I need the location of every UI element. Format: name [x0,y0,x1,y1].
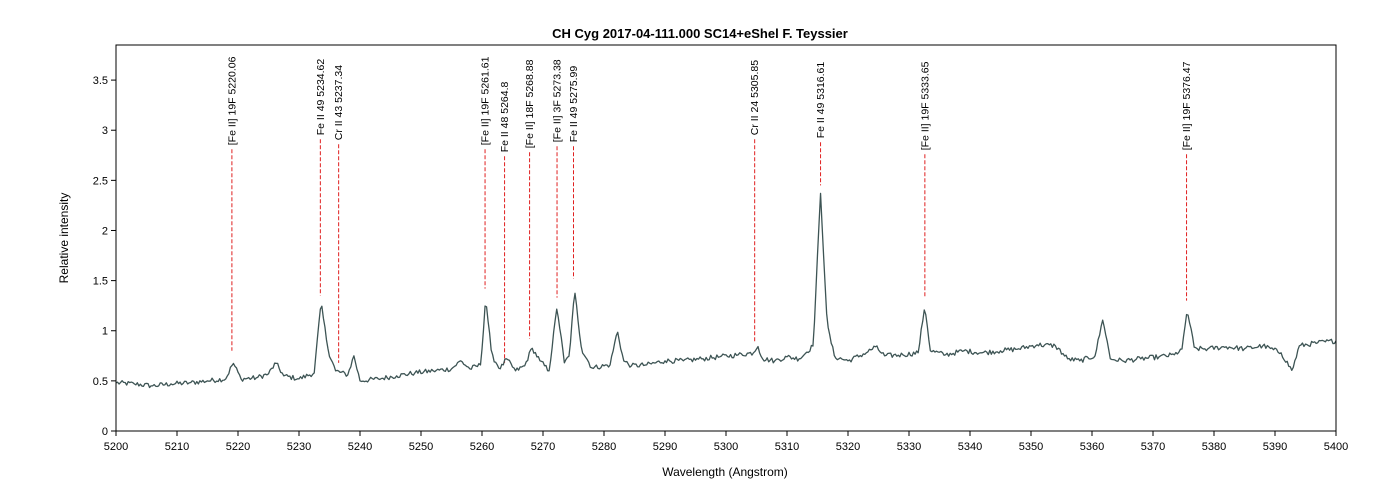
x-tick-label: 5280 [592,441,616,453]
y-tick-label: 0 [102,426,108,438]
x-tick-label: 5240 [348,441,372,453]
x-tick-label: 5340 [958,441,982,453]
y-tick-label: 3.5 [93,75,108,87]
x-tick-label: 5210 [165,441,189,453]
x-tick-label: 5370 [1141,441,1165,453]
x-tick-label: 5380 [1202,441,1226,453]
y-tick-label: 3 [102,125,108,137]
line-marker-label: [Fe II] 19F 5261.61 [480,56,492,145]
line-marker-label: [Fe II] 3F 5273.38 [552,59,564,142]
x-tick-label: 5400 [1324,441,1348,453]
x-tick-label: 5250 [409,441,433,453]
y-tick-label: 2.5 [93,175,108,187]
line-marker-label: [Fe II] 19F 5376.47 [1181,61,1193,150]
line-marker-label: Fe II 49 5316.61 [815,62,827,139]
y-axis-label: Relative intensity [57,193,71,284]
x-axis: 5200 5210 5220 5230 5240 5250 5260 5270 5280 5290… [104,431,1348,453]
y-tick-label: 0.5 [93,376,108,388]
x-tick-label: 5320 [836,441,860,453]
line-marker-label: Fe II 49 5234.62 [315,59,327,136]
y-tick-label: 2 [102,225,108,237]
spectrum-line [115,192,1337,389]
x-tick-label: 5330 [897,441,921,453]
y-tick-label: 1.5 [93,276,108,288]
line-markers: [Fe II] 19F 5220.06 Fe II 49 5234.62 Cr II… [226,56,1193,363]
line-marker-label: [Fe II] 19F 5220.06 [226,56,238,145]
x-tick-label: 5360 [1080,441,1104,453]
line-marker-label: Cr II 43 5237.34 [333,65,345,140]
line-marker-label: Fe II 49 5275.99 [568,66,580,143]
line-marker-label: [Fe II] 18F 5268.88 [524,59,536,148]
plot-frame [115,44,1337,432]
y-tick-label: 1 [102,326,108,338]
x-tick-label: 5220 [226,441,250,453]
x-tick-label: 5270 [531,441,555,453]
x-tick-label: 5350 [1019,441,1043,453]
line-marker-label: Fe II 48 5264.8 [499,81,511,152]
x-tick-label: 5310 [775,441,799,453]
x-tick-label: 5230 [287,441,311,453]
line-marker-label: [Fe II] 19F 5333.65 [919,61,931,150]
spectrum-series [115,192,1337,389]
x-tick-label: 5290 [653,441,677,453]
x-tick-label: 5300 [714,441,738,453]
line-marker-label: Cr II 24 5305.85 [749,60,761,135]
x-tick-label: 5390 [1263,441,1287,453]
chart-title: CH Cyg 2017-04-111.000 SC14+eShel F. Tey… [552,26,848,41]
x-axis-label: Wavelength (Angstrom) [662,465,788,479]
x-tick-label: 5200 [104,441,128,453]
x-tick-label: 5260 [470,441,494,453]
y-axis: 0 0.5 1 1.5 2 2.5 3 3.5 [93,75,116,438]
